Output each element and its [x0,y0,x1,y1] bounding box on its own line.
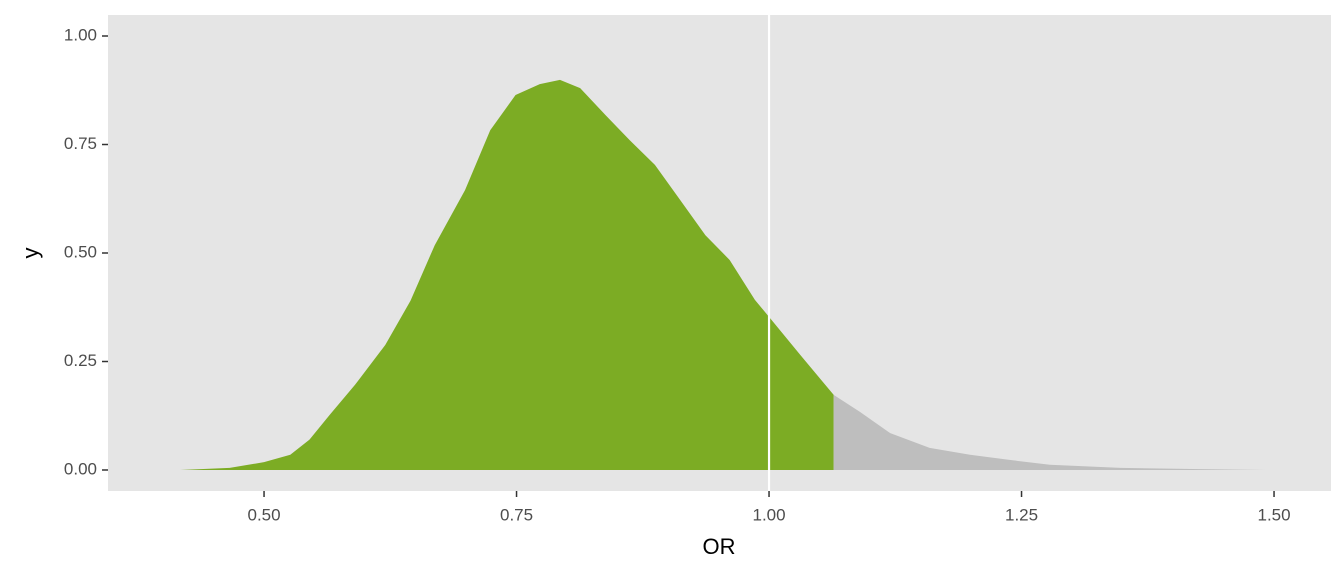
x-axis-title: OR [703,534,736,559]
y-tick-label: 0.00 [64,459,97,478]
y-tick-label: 0.75 [64,134,97,153]
y-tick-label: 0.50 [64,242,97,261]
y-tick-label: 0.25 [64,351,97,370]
x-tick-label: 1.25 [1005,505,1038,524]
x-tick-label: 1.00 [752,505,785,524]
y-tick-label: 1.00 [64,25,97,44]
x-tick-label: 1.50 [1257,505,1290,524]
x-tick-label: 0.75 [500,505,533,524]
density-area [833,394,1266,470]
y-axis-title: y [18,248,43,259]
x-tick-label: 0.50 [247,505,280,524]
density-area [180,79,834,470]
